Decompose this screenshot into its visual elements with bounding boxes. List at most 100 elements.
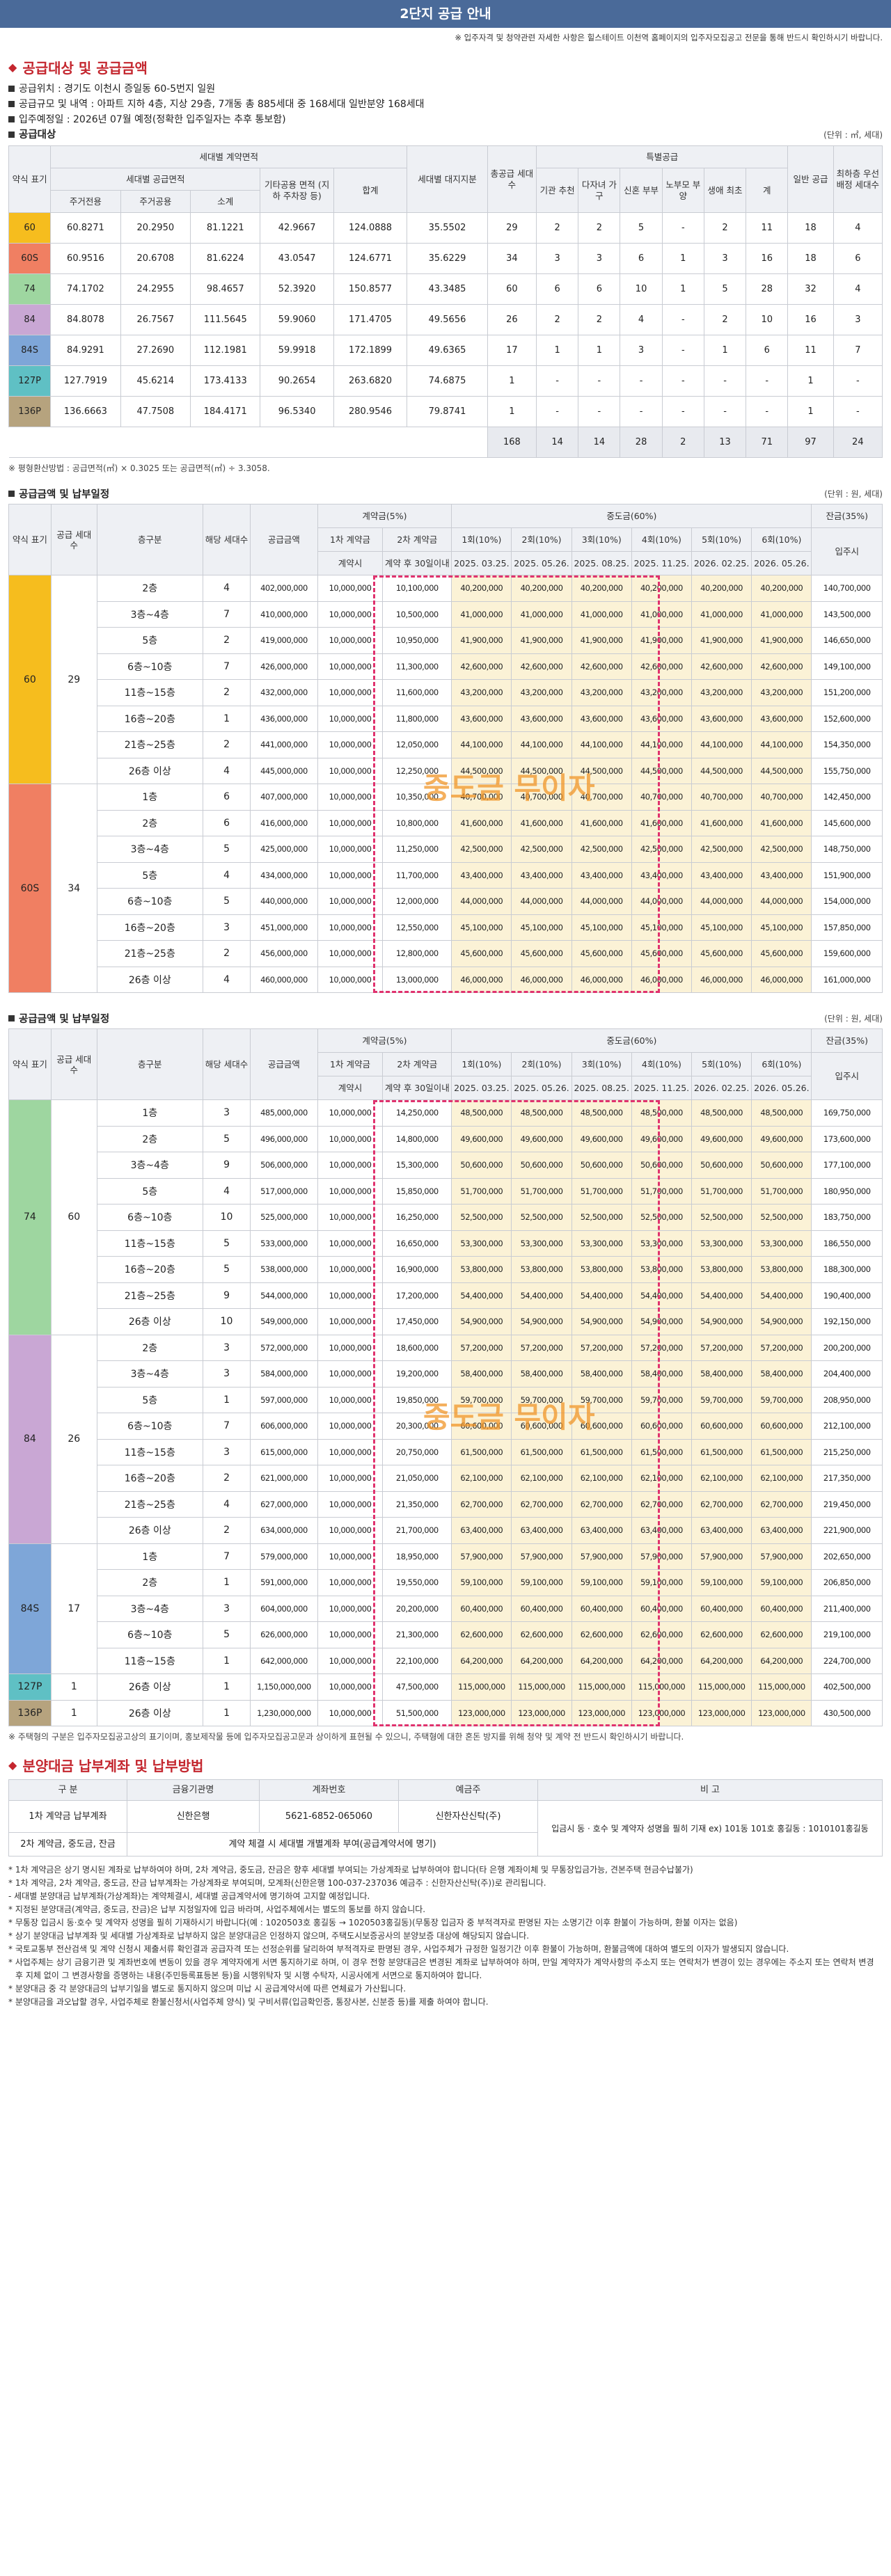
- supply-cell: 11: [787, 335, 834, 366]
- th-sp4: 노부모 부양: [661, 168, 704, 213]
- price-cell: 44,100,000: [751, 731, 812, 758]
- supply-cell: 171.4705: [333, 304, 408, 335]
- price-cell: 10,000,000: [317, 679, 384, 706]
- supply-cell: 4: [833, 273, 883, 305]
- th-category: 구 분: [8, 1779, 127, 1801]
- price-cell: 45,600,000: [571, 940, 632, 967]
- price-cell: 41,000,000: [631, 601, 693, 628]
- price-cell: 14,800,000: [382, 1125, 452, 1152]
- price-cell: 18,950,000: [382, 1543, 452, 1570]
- price-cell: 49,600,000: [631, 1125, 693, 1152]
- price-cell: 5: [202, 1256, 251, 1283]
- price-cell: 407,000,000: [250, 784, 318, 811]
- price-cell: 59,100,000: [571, 1569, 632, 1596]
- price-cell: 3: [202, 1595, 251, 1622]
- price-cell: 2: [202, 679, 251, 706]
- price-cell: 45,100,000: [571, 914, 632, 941]
- price-cell: 62,700,000: [751, 1490, 812, 1518]
- price-cell: 416,000,000: [250, 809, 318, 836]
- price-cell: 123,000,000: [571, 1699, 632, 1726]
- price-cell: 43,400,000: [511, 861, 572, 889]
- price-cell: 20,200,000: [382, 1595, 452, 1622]
- supply-cell: 263.6820: [333, 365, 408, 397]
- price-cell: 40,200,000: [751, 575, 812, 602]
- section-supply-title-text: 공급대상 및 공급금액: [22, 60, 148, 77]
- price-cell: 4: [202, 966, 251, 993]
- supply-cell: 28: [746, 273, 789, 305]
- price-cell: 43,200,000: [571, 679, 632, 706]
- supply-cell: 3: [620, 335, 663, 366]
- price-cell: 11,700,000: [382, 861, 452, 889]
- price-cell: 43,400,000: [631, 861, 693, 889]
- price-cell: 48,500,000: [631, 1099, 693, 1127]
- price-cell: 44,000,000: [631, 888, 693, 915]
- supply-cell: -: [578, 396, 621, 427]
- price-cell: 46,000,000: [691, 966, 752, 993]
- price-cell: 59,700,000: [451, 1386, 512, 1413]
- supply-unit: (단위 : ㎡, 세대): [823, 130, 883, 140]
- price-cell: 62,100,000: [571, 1465, 632, 1492]
- price-cell: 61,500,000: [571, 1438, 632, 1465]
- price-floor-cell: 2층: [96, 575, 203, 602]
- price-cell: 145,600,000: [811, 809, 883, 836]
- supply-cell: 32: [787, 273, 834, 305]
- header-note: ※ 입주자격 및 청약관련 자세한 사항은 힐스테이트 이천역 홈페이지의 입주…: [455, 33, 883, 42]
- price-floor-cell: 6층~10층: [96, 888, 203, 915]
- price-cell: 50,600,000: [511, 1152, 572, 1179]
- price-row: 3층~4층 5 425,000,000 10,000,000 11,250,000 42,…: [9, 836, 883, 863]
- price-cell: 51,700,000: [631, 1177, 693, 1204]
- price-cell: 22,100,000: [382, 1647, 452, 1674]
- price-floor-cell: 21층~25층: [96, 940, 203, 967]
- account-bank: 신한은행: [127, 1800, 260, 1833]
- price-floor-cell: 26층 이상: [96, 757, 203, 784]
- price-cell: 48,500,000: [451, 1099, 512, 1127]
- price-cell: 432,000,000: [250, 679, 318, 706]
- price-cell: 50,600,000: [631, 1152, 693, 1179]
- price-cell: 1: [202, 1647, 251, 1674]
- price-cell: 58,400,000: [511, 1360, 572, 1388]
- price-cell: 59,700,000: [511, 1386, 572, 1413]
- price-cell: 115,000,000: [511, 1673, 572, 1701]
- price-floor-cell: 5층: [96, 1386, 203, 1413]
- price-cell: 5: [202, 1230, 251, 1257]
- th-balance: 잔금(35%): [811, 1028, 883, 1053]
- price-type-cell: 74: [8, 1099, 52, 1335]
- supply-sum-cell: 14: [535, 427, 579, 458]
- price-cell: 49,600,000: [511, 1125, 572, 1152]
- price-cell: 21,050,000: [382, 1465, 452, 1492]
- supply-row: 60 60.8271 20.2950 81.1221 42.9667 124.0888 35…: [8, 212, 883, 244]
- supply-cell: 5: [620, 212, 663, 244]
- price-cell: 58,400,000: [571, 1360, 632, 1388]
- price-cell: 1,150,000,000: [250, 1673, 318, 1701]
- th-units: 공급 세대수: [50, 504, 97, 575]
- supply-cell: 81.6224: [190, 243, 261, 274]
- supply-cell: 6: [535, 273, 579, 305]
- price-cell: 5: [202, 888, 251, 915]
- supply-cell: 172.1899: [333, 335, 408, 366]
- th-middle-date-1: 2025. 03.25.: [451, 1076, 512, 1100]
- price-cell: 49,600,000: [451, 1125, 512, 1152]
- price-head-row: 1차 계약금 2차 계약금 1회(10%) 2회(10%) 3회(10%) 4회(10%)…: [9, 527, 883, 575]
- th-count: 해당 세대수: [202, 504, 251, 575]
- price-cell: 57,200,000: [451, 1334, 512, 1361]
- price-cell: 62,700,000: [571, 1490, 632, 1518]
- price-cell: 425,000,000: [250, 836, 318, 863]
- price-cell: 44,000,000: [511, 888, 572, 915]
- price-type-cell: 127P: [8, 1673, 52, 1701]
- price-units-cell: 34: [50, 784, 97, 993]
- price-cell: 54,900,000: [631, 1308, 693, 1335]
- supply-type-cell: 127P: [8, 365, 52, 397]
- th-middle-date-1: 2025. 03.25.: [451, 551, 512, 575]
- price-cell: 63,400,000: [751, 1517, 812, 1544]
- price-cell: 43,600,000: [571, 705, 632, 732]
- price-cell: 21,700,000: [382, 1517, 452, 1544]
- supply-cell: 96.5340: [260, 396, 334, 427]
- price-cell: 16,900,000: [382, 1256, 452, 1283]
- price-cell: 10,000,000: [317, 575, 384, 602]
- supply-cell: 1: [487, 396, 537, 427]
- price-floor-cell: 21층~25층: [96, 1282, 203, 1309]
- price-cell: 64,200,000: [631, 1647, 693, 1674]
- price-cell: 579,000,000: [250, 1543, 318, 1570]
- price-cell: 538,000,000: [250, 1256, 318, 1283]
- price-cell: 13,000,000: [382, 966, 452, 993]
